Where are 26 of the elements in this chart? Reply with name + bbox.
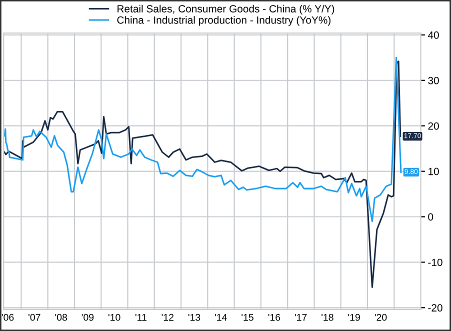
x-tick-label: '13 (188, 314, 200, 321)
x-tick-label: '16 (268, 314, 280, 321)
line-series (4, 56, 402, 222)
x-tick-label: '19 (348, 314, 360, 321)
line-series (4, 60, 402, 288)
x-tick-label: '14 (215, 314, 227, 321)
x-tick-label: '18 (322, 314, 334, 321)
x-tick-label: '07 (28, 314, 40, 321)
y-tick-label: 10 (428, 168, 439, 176)
x-tick-label: '12 (162, 314, 174, 321)
x-tick-label: '09 (82, 314, 94, 321)
x-tick-label: '11 (135, 314, 146, 321)
legend-label: China - Industrial production - Industry (YoY%) (117, 16, 330, 26)
y-tick-label: -20 (428, 304, 442, 312)
y-tick-label: 20 (428, 122, 439, 130)
y-tick-label: 0 (428, 213, 434, 221)
y-tick-label: 30 (428, 76, 439, 84)
x-tick-label: '20 (374, 314, 387, 321)
x-tick-label: '08 (55, 314, 67, 321)
x-tick-label: '10 (108, 314, 120, 321)
legend-label: Retail Sales, Consumer Goods - China (% Y/Y) (118, 4, 334, 15)
y-tick-label: -10 (428, 258, 442, 266)
y-tick-label: 40 (428, 31, 439, 39)
x-tick-label: '06 (2, 314, 14, 321)
x-tick-label: '17 (294, 314, 307, 321)
x-tick-label: '15 (242, 314, 254, 321)
